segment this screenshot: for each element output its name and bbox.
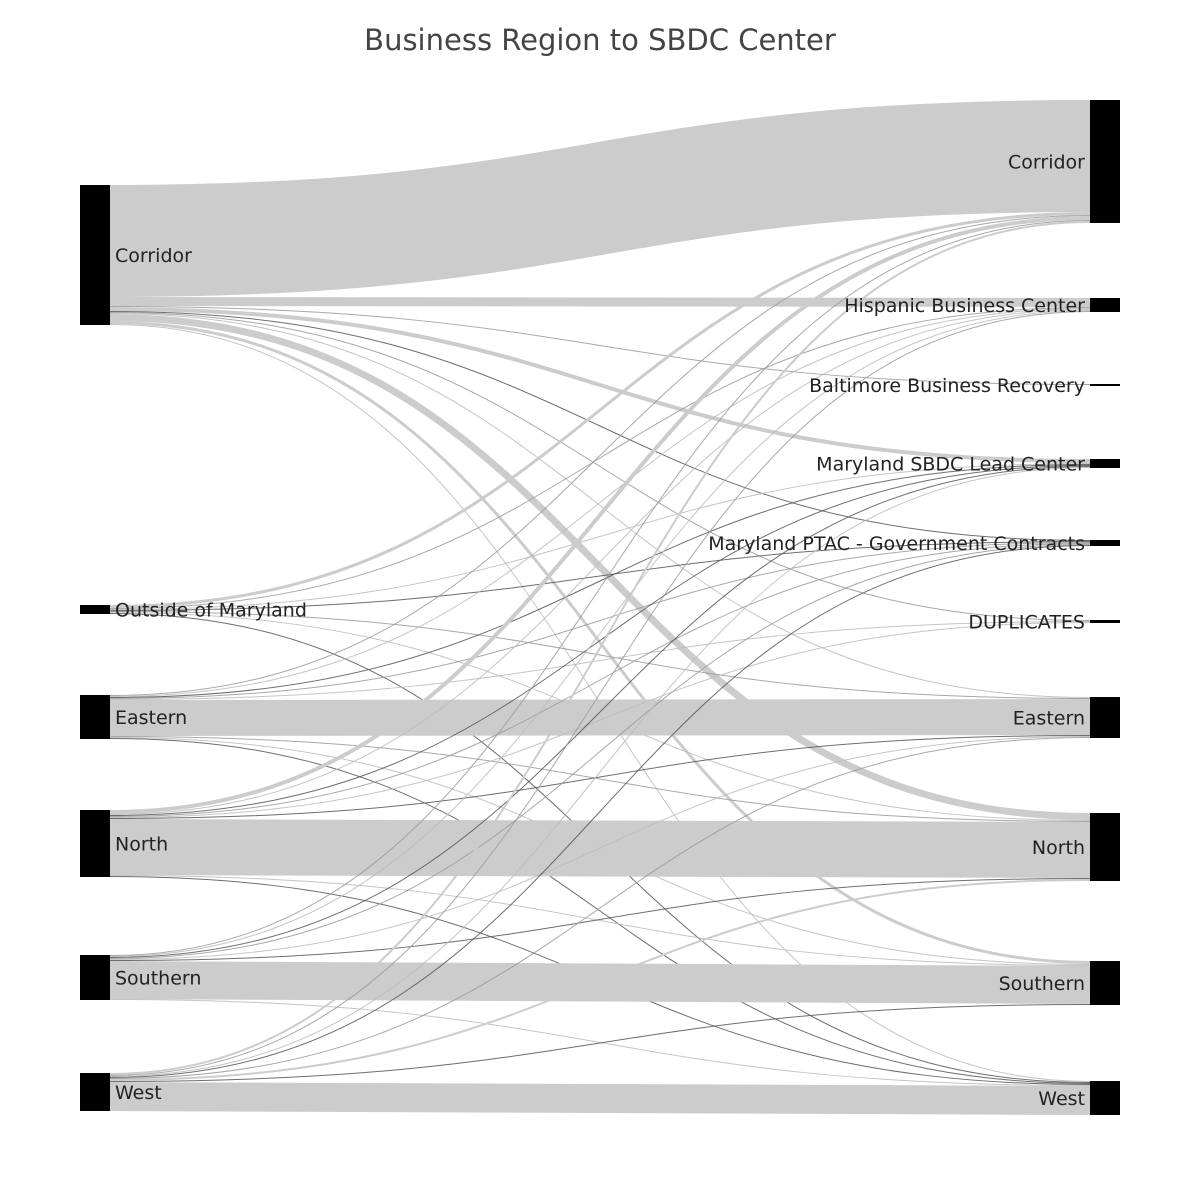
link-eastern-to-north: [109, 736, 1091, 822]
link-north-to-southern: [109, 875, 1091, 966]
source-node-west: [80, 1073, 110, 1111]
source-label-north: North: [115, 834, 168, 856]
link-corridor-to-north: [109, 314, 1091, 820]
link-outside-of-maryland-to-hispanic-business-center: [109, 307, 1091, 609]
target-node-duplicates: [1090, 620, 1120, 623]
target-label-maryland-sbdc-lead-center: Maryland SBDC Lead Center: [816, 454, 1085, 476]
source-label-southern: Southern: [115, 968, 201, 990]
link-west-to-eastern: [109, 737, 1091, 1079]
link-eastern-to-west: [109, 738, 1091, 1084]
link-southern-to-maryland-ptac-government-contracts: [109, 544, 1091, 959]
target-label-west: West: [1038, 1088, 1085, 1110]
link-north-to-eastern: [109, 735, 1091, 819]
source-label-outside-of-maryland: Outside of Maryland: [115, 600, 307, 622]
link-southern-to-corridor: [109, 220, 1091, 956]
target-node-eastern: [1090, 697, 1120, 738]
target-label-hispanic-business-center: Hispanic Business Center: [844, 295, 1085, 317]
link-eastern-to-maryland-sbdc-lead-center: [109, 464, 1091, 698]
target-label-eastern: Eastern: [1013, 708, 1085, 730]
link-southern-to-maryland-sbdc-lead-center: [109, 466, 1091, 958]
target-node-baltimore-business-recovery: [1090, 384, 1120, 386]
link-corridor-to-corridor: [109, 100, 1091, 297]
link-north-to-maryland-ptac-government-contracts: [109, 543, 1091, 817]
link-west-to-hispanic-business-center: [109, 311, 1091, 1076]
link-eastern-to-maryland-ptac-government-contracts: [109, 542, 1091, 699]
link-corridor-to-baltimore-business-recovery: [109, 306, 1091, 385]
target-node-west: [1090, 1081, 1120, 1115]
link-southern-to-north: [109, 878, 1091, 961]
link-eastern-to-duplicates: [109, 621, 1091, 700]
link-corridor-to-hispanic-business-center: [109, 297, 1091, 307]
target-label-maryland-ptac-government-contracts: Maryland PTAC - Government Contracts: [708, 533, 1085, 555]
target-node-maryland-sbdc-lead-center: [1090, 459, 1120, 468]
link-north-to-corridor: [109, 216, 1091, 814]
link-layer: [109, 100, 1091, 1115]
target-node-maryland-ptac-government-contracts: [1090, 540, 1120, 546]
target-label-duplicates: DUPLICATES: [968, 612, 1085, 634]
link-eastern-to-hispanic-business-center: [109, 308, 1091, 697]
target-node-north: [1090, 813, 1120, 881]
target-label-corridor: Corridor: [1008, 152, 1085, 174]
link-west-to-maryland-sbdc-lead-center: [109, 467, 1091, 1077]
link-north-to-duplicates: [109, 622, 1091, 818]
link-west-to-west: [109, 1082, 1091, 1115]
link-corridor-to-southern: [109, 321, 1091, 964]
link-outside-of-maryland-to-maryland-ptac-government-contracts: [109, 541, 1091, 611]
target-label-north: North: [1032, 837, 1085, 859]
link-corridor-to-eastern: [109, 313, 1091, 698]
link-west-to-north: [109, 879, 1091, 1081]
link-outside-of-maryland-to-corridor: [109, 212, 1091, 608]
target-label-baltimore-business-recovery: Baltimore Business Recovery: [809, 375, 1085, 397]
source-label-eastern: Eastern: [115, 707, 187, 729]
source-node-eastern: [80, 695, 110, 739]
chart-title: Business Region to SBDC Center: [364, 23, 836, 57]
source-node-north: [80, 810, 110, 877]
link-west-to-corridor: [109, 221, 1091, 1075]
link-corridor-to-maryland-ptac-government-contracts: [109, 311, 1091, 541]
source-node-corridor: [80, 185, 110, 325]
label-layer: Corridor Outside of Maryland Eastern North S…: [115, 152, 1085, 1111]
link-southern-to-southern: [109, 961, 1091, 1004]
target-label-southern: Southern: [999, 973, 1085, 995]
link-west-to-southern: [109, 1004, 1091, 1082]
link-outside-of-maryland-to-maryland-sbdc-lead-center: [109, 463, 1091, 610]
link-west-to-maryland-ptac-government-contracts: [109, 545, 1091, 1078]
link-southern-to-hispanic-business-center: [109, 310, 1091, 957]
link-corridor-to-duplicates: [109, 312, 1091, 621]
link-eastern-to-eastern: [109, 699, 1091, 736]
link-north-to-maryland-sbdc-lead-center: [109, 465, 1091, 816]
source-node-outside-of-maryland: [80, 605, 110, 614]
target-node-hispanic-business-center: [1090, 298, 1120, 312]
link-southern-to-eastern: [109, 736, 1091, 960]
link-north-to-hispanic-business-center: [109, 309, 1091, 815]
link-corridor-to-maryland-sbdc-lead-center: [109, 307, 1091, 463]
source-label-corridor: Corridor: [115, 245, 192, 267]
link-eastern-to-corridor: [109, 215, 1091, 696]
source-node-southern: [80, 955, 110, 1000]
node-layer: [80, 100, 1120, 1115]
link-outside-of-maryland-to-eastern: [109, 611, 1091, 699]
target-node-corridor: [1090, 100, 1120, 223]
target-node-southern: [1090, 961, 1120, 1005]
source-label-west: West: [115, 1082, 162, 1104]
